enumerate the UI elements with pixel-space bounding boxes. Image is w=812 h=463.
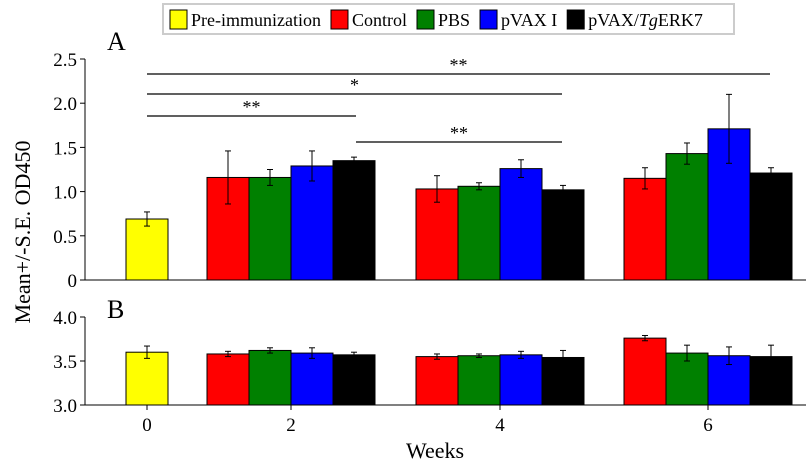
legend: Pre-immunization Control PBS pVAX I pVAX/TgE… <box>162 3 735 35</box>
bar <box>248 176 292 281</box>
bar <box>125 351 169 406</box>
bar <box>290 352 334 406</box>
panel-b: B 3.0 3.5 4.0 <box>53 295 806 417</box>
bar <box>457 185 501 281</box>
bar <box>665 153 709 281</box>
legend-label: PBS <box>438 10 470 30</box>
bar <box>206 353 250 406</box>
x-tick-label: 2 <box>286 415 296 436</box>
legend-box <box>162 3 735 35</box>
bar <box>290 165 334 281</box>
y-tick-label: 0.5 <box>53 227 77 248</box>
bar <box>541 356 585 406</box>
bar <box>623 337 667 406</box>
significance-label: ** <box>243 97 261 117</box>
bar <box>665 352 709 406</box>
bar <box>332 354 376 406</box>
bar <box>623 177 667 281</box>
bar <box>499 168 543 281</box>
significance-label: ** <box>450 123 468 143</box>
panel-label: A <box>107 27 126 56</box>
bar <box>457 355 501 406</box>
y-tick-label: 1.5 <box>53 138 77 159</box>
legend-swatch <box>479 9 498 30</box>
y-tick-label: 3.0 <box>53 396 77 417</box>
legend-label: Control <box>352 10 407 30</box>
legend-swatch <box>566 9 585 30</box>
y-tick-label: 2.0 <box>53 94 77 115</box>
legend-label: pVAX/TgERK7 <box>588 10 703 30</box>
y-tick-label: 0 <box>68 271 78 292</box>
bar <box>415 356 459 406</box>
bar <box>248 349 292 406</box>
y-axis-title: Mean+/-S.E. OD450 <box>10 141 35 324</box>
bar <box>415 188 459 281</box>
bar <box>499 354 543 406</box>
x-axis-title: Weeks <box>406 438 464 463</box>
bar <box>332 160 376 281</box>
y-tick-label: 3.5 <box>53 352 77 373</box>
panel-a: A00.51.01.52.02.5 ******* <box>53 27 806 292</box>
y-tick-label: 4.0 <box>53 308 77 329</box>
legend-swatch <box>330 9 349 30</box>
legend-swatch <box>169 9 188 30</box>
x-tick-label: 6 <box>703 415 713 436</box>
y-tick-label: 2.5 <box>53 50 77 71</box>
bar <box>749 172 793 281</box>
legend-label: Pre-immunization <box>191 10 321 30</box>
x-tick-label: 0 <box>142 415 152 436</box>
significance-label: ** <box>450 55 468 75</box>
panel-label: B <box>107 295 124 324</box>
bar <box>541 189 585 281</box>
significance-label: * <box>350 75 359 95</box>
legend-swatch <box>416 9 435 30</box>
legend-label: pVAX I <box>501 10 557 30</box>
bar <box>125 218 169 281</box>
x-tick-label: 4 <box>495 415 505 436</box>
y-tick-label: 1.0 <box>53 183 77 204</box>
